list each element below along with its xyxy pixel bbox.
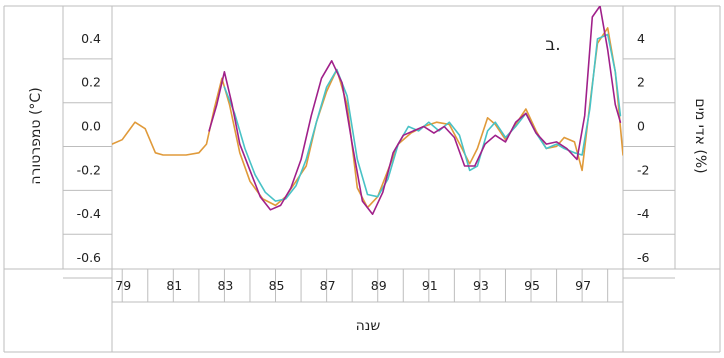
x-tick-label: 91 [422,278,438,293]
x-tick-label: 89 [371,278,387,293]
x-tick-label: 95 [524,278,540,293]
y-tick-label-left: -0.2 [77,162,101,177]
y-tick-label-left: -0.6 [77,250,101,265]
x-tick-label: 97 [575,278,591,293]
right-y-axis: 4 2 0 -2 -4 -6 [623,31,675,279]
series-line-3 [208,6,622,215]
x-axis: 79 81 83 85 87 89 91 93 95 97 [115,269,609,302]
y-tick-label-right: -6 [637,250,650,265]
x-tick-label: 83 [217,278,233,293]
panel-label: ב. [545,35,560,55]
y-tick-label-left: 0.0 [81,119,101,134]
x-tick-label: 87 [320,278,336,293]
y-axis-title-left: טמפרטורה (°C) [28,87,44,184]
x-tick-label: 81 [166,278,182,293]
y-tick-label-left: -0.4 [77,206,101,221]
x-tick-label: 85 [269,278,285,293]
y-tick-label-right: 0 [637,119,645,134]
y-tick-label-right: -2 [637,162,649,177]
y-tick-label-right: -4 [637,206,650,221]
y-tick-label-left: 0.2 [81,75,101,90]
y-tick-label-right: 4 [637,31,645,46]
x-axis-title: שנה [356,318,381,334]
x-tick-label: 79 [115,278,131,293]
series-line-2 [223,33,622,202]
plot-area [112,6,623,215]
series-line-1 [112,27,623,209]
x-tick-label: 93 [473,278,489,293]
left-y-axis: 0.4 0.2 0.0 -0.2 -0.4 -0.6 [63,31,112,279]
y-tick-label-right: 2 [637,75,645,90]
y-tick-label-left: 0.4 [81,31,101,46]
y-axis-title-right: אדי מים (%) [692,98,708,173]
